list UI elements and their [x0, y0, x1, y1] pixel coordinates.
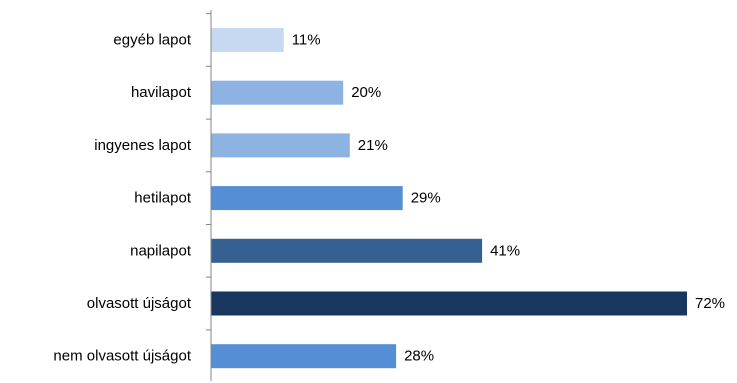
value-label: 21% — [358, 137, 388, 154]
category-label: ingyenes lapot — [94, 137, 192, 154]
bar-5 — [211, 291, 687, 316]
value-label: 11% — [292, 32, 321, 49]
value-label: 28% — [404, 348, 434, 365]
category-label: egyéb lapot — [113, 32, 191, 49]
bars-group — [206, 13, 687, 369]
category-labels-group: egyéb lapot havilapot ingyenes lapot hetila… — [53, 32, 191, 365]
category-label: olvasott újságot — [87, 295, 192, 312]
category-label: napilapot — [130, 242, 192, 259]
category-label: havilapot — [131, 84, 192, 101]
bar-4 — [211, 238, 483, 263]
bar-2 — [211, 133, 350, 158]
value-label: 72% — [695, 295, 725, 312]
bar-3 — [211, 186, 403, 211]
value-labels-group: 11% 20% 21% 29% 41% 72% 28% — [292, 32, 725, 365]
bar-1 — [211, 80, 344, 105]
category-label: nem olvasott újságot — [53, 348, 191, 365]
category-label: hetilapot — [134, 190, 192, 207]
bar-0 — [211, 28, 284, 52]
bar-6 — [211, 344, 397, 369]
value-label: 29% — [411, 190, 441, 207]
value-label: 20% — [351, 84, 381, 101]
value-label: 41% — [490, 242, 520, 259]
